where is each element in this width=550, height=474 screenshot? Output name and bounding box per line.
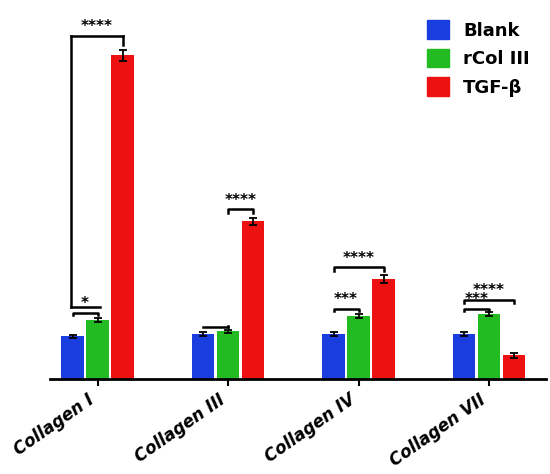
Bar: [192, 334, 214, 379]
Bar: [372, 279, 395, 379]
Bar: [503, 356, 525, 379]
Text: ***: ***: [465, 292, 488, 307]
Text: ****: ****: [224, 193, 256, 208]
Text: ****: ****: [81, 19, 113, 34]
Bar: [86, 320, 109, 379]
Text: ***: ***: [334, 292, 358, 307]
Legend: Blank, rCol III, TGF-β: Blank, rCol III, TGF-β: [420, 13, 537, 104]
Text: *: *: [81, 296, 89, 311]
Bar: [478, 314, 500, 379]
Text: ****: ****: [473, 283, 505, 299]
Text: ****: ****: [343, 251, 375, 265]
Bar: [217, 331, 239, 379]
Bar: [111, 55, 134, 379]
Bar: [348, 316, 370, 379]
Bar: [453, 334, 475, 379]
Bar: [242, 221, 265, 379]
Bar: [62, 337, 84, 379]
Bar: [322, 334, 345, 379]
